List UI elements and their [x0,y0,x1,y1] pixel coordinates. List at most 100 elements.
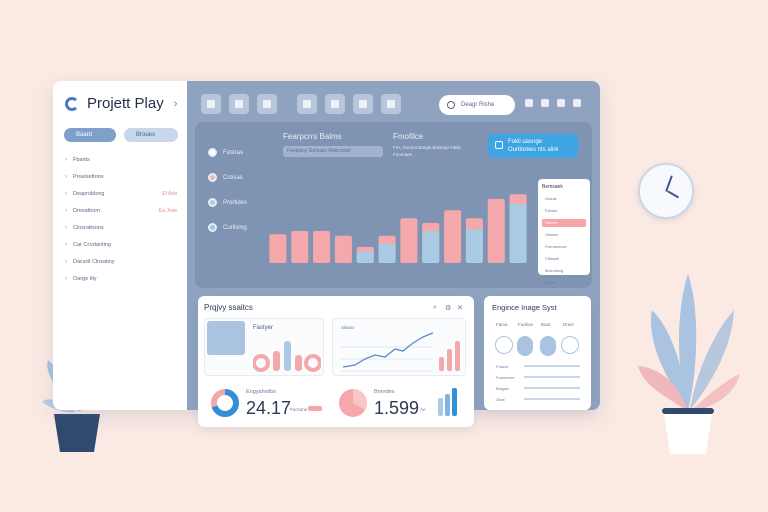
sidebar-item-label: Fbarits [73,156,90,163]
sidebar-item-badge: Ef Arbi [162,190,177,197]
engine-toggle[interactable] [540,336,556,356]
pie-chart [339,389,367,417]
metric-sub: Fuchsne [290,407,308,412]
side-list-row[interactable]: Foenarmnod [545,245,567,249]
chart-icon[interactable] [257,94,277,114]
side-list-row[interactable]: Orlusss [545,233,558,237]
chart-bar[interactable] [313,231,331,263]
sidebar-item[interactable]: › Deaproblong Ef Arbi [65,185,183,202]
menu-icon[interactable] [573,99,581,107]
chart-bar-overlay[interactable] [509,203,527,263]
chart-bar-overlay[interactable] [378,243,396,263]
metric-sub: Ae [420,407,426,412]
chart-bar[interactable] [400,218,418,263]
side-list-row[interactable]: Fobslrs [545,209,558,213]
engine-col-label: Fuakoe [518,322,534,327]
chart-bar-overlay[interactable] [465,229,483,263]
metric-value: 24.17 [246,398,292,418]
sidebar-item[interactable]: › Oarge tliy [65,270,183,287]
engine-row-bar [524,398,580,400]
mini-panel-title: Fastyer [253,325,274,331]
mini-panel-2: Slanat [332,318,466,376]
legend-item[interactable]: Curlismg [208,215,247,240]
side-list-row[interactable]: Ctbtsaiit [545,257,559,261]
engine-row-bar [524,376,580,378]
engine-row-label: Fueorerne [496,375,515,380]
legend-label: Cstisas [223,174,243,181]
pill-browse[interactable]: Broues [124,128,178,142]
legend-dot [208,198,217,207]
sidebar-item[interactable]: › Dacsrtt Clnsatiny [65,253,183,270]
engine-col-label: Fama [496,322,508,327]
legend-item[interactable]: Cstisas [208,165,247,190]
engine-toggle[interactable] [517,336,533,356]
grid-icon[interactable] [229,94,249,114]
info-icon [495,141,503,149]
engine-toggle[interactable] [561,336,579,354]
tag-icon[interactable] [525,99,533,107]
sidebar-item[interactable]: › Car Ccvdanting [65,236,183,253]
chart-bar[interactable] [269,234,287,263]
mini-panel-1: Fastyer [204,318,324,376]
side-list-row[interactable]: Besrotbolg [545,269,564,273]
metric-bar [308,406,322,411]
chart-bar[interactable] [291,231,309,263]
sidebar-item[interactable]: › Proalsettons [65,168,183,185]
bell-icon[interactable] [557,99,565,107]
sidebar-item-label: Cinsrattsons [73,224,104,231]
sidebar-item[interactable]: › Fbarits [65,151,183,168]
legend-item[interactable]: Prortides [208,190,247,215]
search-icon[interactable]: ⌕ [433,304,437,311]
chevron-right-icon: › [65,258,67,265]
chart-bar[interactable] [444,210,462,263]
legend: Fastras Cstisas Prortides Curlismg [208,140,247,240]
settings-icon[interactable]: ⚙ [445,305,452,312]
sidebar-item[interactable]: › Dmoathom Ea Jnas [65,202,183,219]
chevron-right-icon: › [65,156,67,163]
right-title: Fmofilce [393,132,424,141]
sidebar-item[interactable]: › Cinsrattsons [65,219,183,236]
chevron-right-icon: › [65,224,67,231]
chevron-right-icon: › [65,275,67,282]
card-title: Prqjvy ssaitcs [204,303,253,312]
trash-icon[interactable] [353,94,373,114]
close-icon[interactable]: ✕ [457,305,463,312]
pin-icon[interactable] [541,99,549,107]
side-list-row[interactable]: Saarvs [542,219,586,227]
side-list-row[interactable]: Gouhl [545,281,556,285]
sidebar-item-label: Dmoathom [73,207,100,214]
chart-bar[interactable] [487,199,505,263]
cta-button[interactable]: Fokil uasnge Ourltorees nts alirk [488,134,578,158]
project-stats-card: Prqjvy ssaitcs ⌕ ⚙ ✕ Fastyer Slanat Engy… [198,296,474,427]
engine-row-label: Foacrs [496,364,509,369]
side-list: Bemsaek Gronar Fobslrs Saarvs Orlusss Foenar… [538,179,590,285]
sidebar-item-label: Car Ccvdanting [73,241,111,248]
metric-bars [438,388,457,416]
chart-title: Fearpcrrs Balms [283,132,342,141]
donut-chart [211,389,239,417]
brand[interactable]: Projett Play › [65,95,177,112]
search-input[interactable]: Deagr Rishe [439,95,515,115]
pill-board[interactable]: Baard [64,128,116,142]
engine-toggle[interactable] [495,336,513,354]
image-icon[interactable] [325,94,345,114]
chart-bar[interactable] [334,235,352,263]
chart-bar-overlay[interactable] [422,231,440,263]
sidebar-item-badge: Ea Jnas [158,207,177,214]
metric-label: Engyahvtibs [246,389,276,395]
chart-subtitle: Feopuisy Gelnasc Reticontel [283,146,383,157]
apps-icon[interactable] [381,94,401,114]
side-list-row[interactable]: Gronar [545,197,557,201]
sidebar-item-label: Deaproblong [73,190,105,197]
metric-value: 1.599 [374,398,420,418]
home-icon[interactable] [201,94,221,114]
leaf-icon[interactable] [297,94,317,114]
legend-dot [208,148,217,157]
right-subtitle: Fre, Gorniot Bargie Bonsiop Fatils Foorn… [393,145,461,157]
chart-bar-overlay[interactable] [356,251,374,263]
engine-row-label: Bragse [496,386,509,391]
legend-item[interactable]: Fastras [208,140,247,165]
chevron-right-icon: › [65,207,67,214]
mini-line-chart [341,332,460,372]
engine-row-label: Ghat [496,397,505,402]
